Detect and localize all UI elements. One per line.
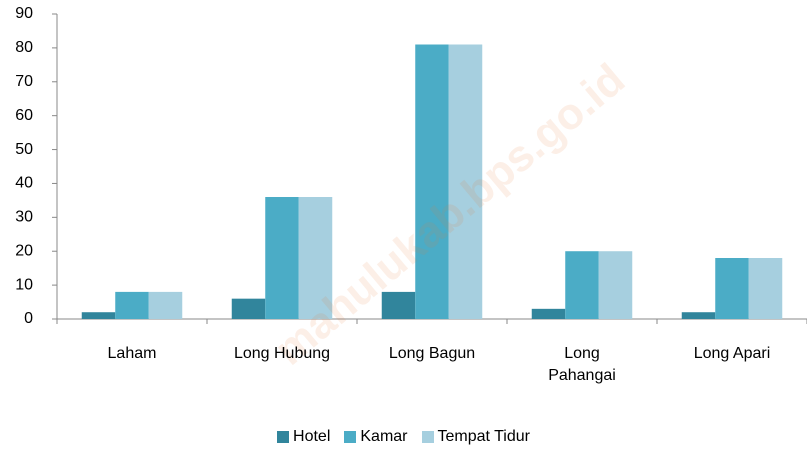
bar [565, 251, 599, 319]
x-tick-label: Long Bagun [388, 345, 476, 362]
bar [415, 44, 449, 319]
legend-swatch [277, 431, 290, 443]
x-tick-label: Long Pahangai [548, 345, 616, 384]
legend-label: Kamar [360, 428, 408, 445]
legend-item: Tempat Tidur [421, 428, 530, 446]
bar [148, 291, 183, 319]
y-tick-label: 0 [24, 310, 33, 327]
y-tick-label: 10 [15, 276, 33, 293]
bar [748, 258, 783, 319]
legend-item: Hotel [277, 428, 330, 446]
y-tick-label: 40 [15, 175, 33, 192]
legend-swatch [344, 431, 357, 443]
x-tick-label: Long Hubung [233, 345, 331, 362]
y-tick-label: 30 [15, 209, 33, 226]
y-tick-label: 70 [15, 73, 33, 90]
legend-swatch [421, 431, 434, 443]
bar [715, 258, 749, 319]
y-tick-label: 60 [15, 107, 33, 124]
x-tick-label: Long Apari [693, 345, 771, 362]
bar [598, 251, 633, 319]
bar [115, 291, 149, 319]
bar [381, 291, 416, 319]
legend-label: Tempat Tidur [437, 428, 530, 445]
y-tick-label: 80 [15, 39, 33, 56]
bar [81, 312, 116, 319]
bar [448, 44, 483, 319]
y-tick-label: 50 [15, 141, 33, 158]
y-tick-label: 90 [15, 5, 33, 22]
bar [531, 308, 566, 319]
legend-item: Kamar [344, 428, 408, 446]
bar [231, 298, 266, 319]
x-tick-label: Laham [107, 345, 157, 362]
bar [298, 197, 333, 319]
bar [681, 312, 716, 319]
legend-label: Hotel [293, 428, 331, 445]
bar [265, 197, 299, 319]
y-tick-label: 20 [15, 242, 33, 259]
legend: Hotel Kamar Tempat Tidur [0, 428, 807, 446]
